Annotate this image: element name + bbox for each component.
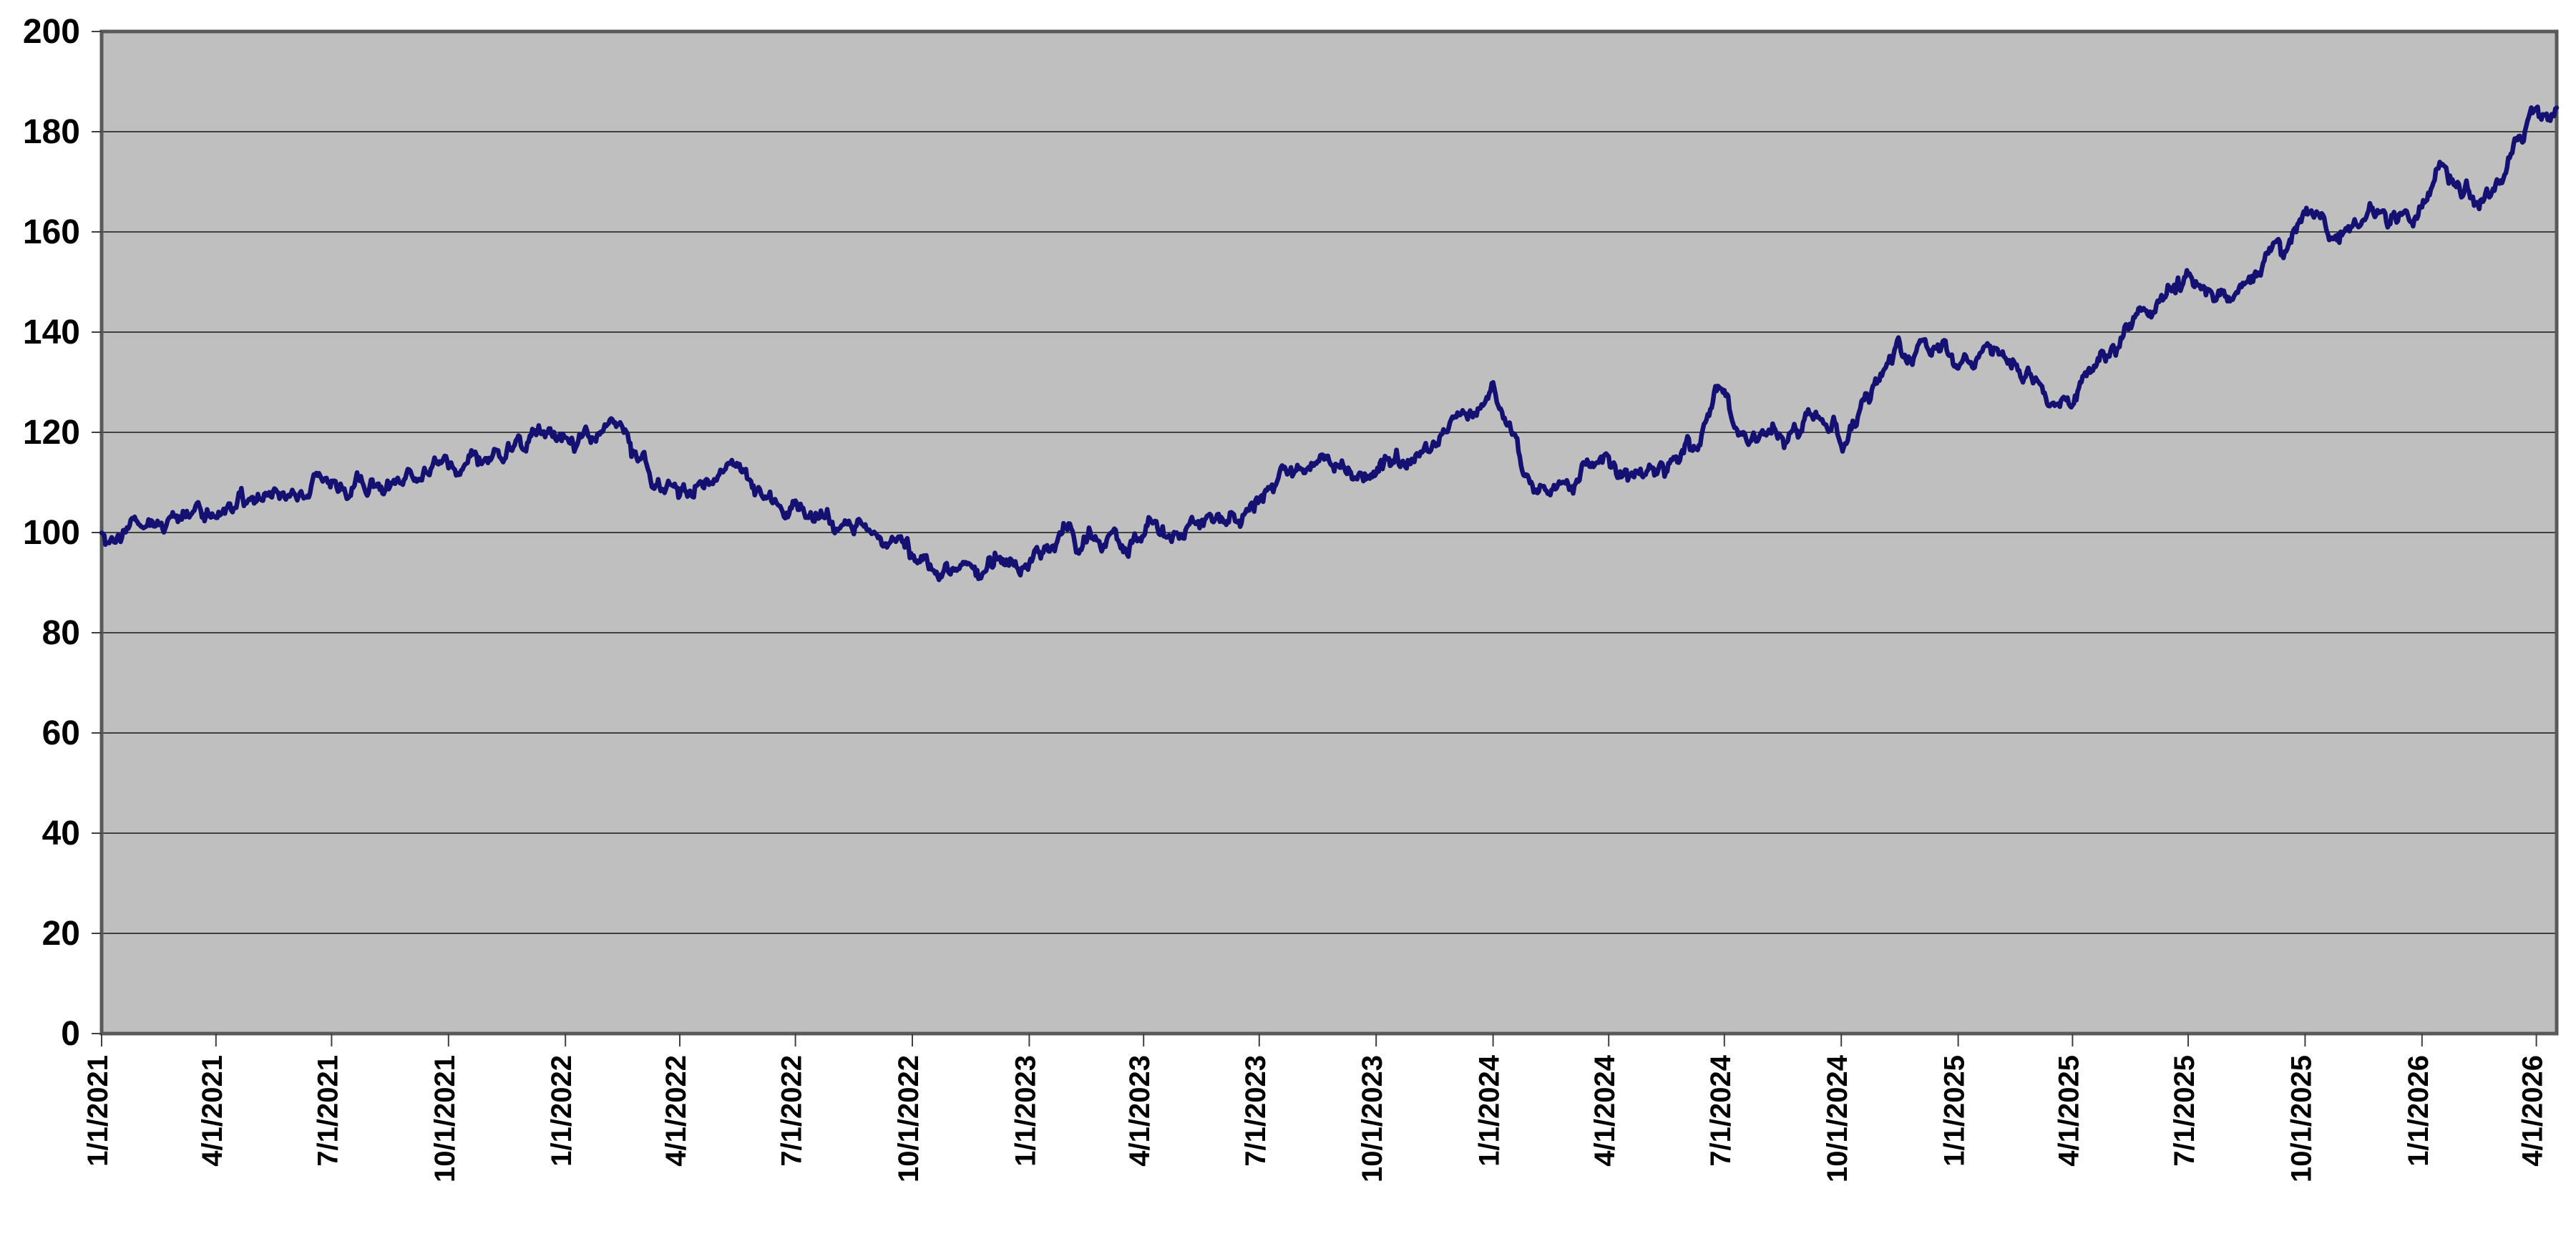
svg-text:40: 40 — [42, 815, 80, 852]
svg-text:20: 20 — [42, 915, 80, 953]
svg-text:1/1/2021: 1/1/2021 — [82, 1055, 114, 1167]
svg-text:80: 80 — [42, 614, 80, 652]
svg-text:4/1/2025: 4/1/2025 — [2053, 1055, 2084, 1167]
svg-text:160: 160 — [23, 213, 80, 251]
svg-text:7/1/2024: 7/1/2024 — [1705, 1054, 1737, 1166]
svg-text:4/1/2022: 4/1/2022 — [660, 1055, 692, 1167]
svg-text:120: 120 — [23, 414, 80, 452]
svg-text:7/1/2021: 7/1/2021 — [312, 1055, 343, 1167]
svg-text:10/1/2023: 10/1/2023 — [1357, 1055, 1388, 1182]
svg-text:4/1/2023: 4/1/2023 — [1124, 1055, 1156, 1167]
svg-text:100: 100 — [23, 514, 80, 552]
svg-text:200: 200 — [23, 13, 80, 51]
svg-text:4/1/2026: 4/1/2026 — [2517, 1055, 2549, 1167]
svg-text:1/1/2026: 1/1/2026 — [2403, 1055, 2434, 1167]
svg-text:10/1/2021: 10/1/2021 — [429, 1055, 461, 1182]
svg-text:140: 140 — [23, 314, 80, 351]
svg-text:1/1/2022: 1/1/2022 — [546, 1055, 577, 1167]
svg-text:7/1/2022: 7/1/2022 — [776, 1055, 808, 1167]
svg-text:10/1/2022: 10/1/2022 — [893, 1055, 924, 1182]
svg-text:1/1/2023: 1/1/2023 — [1010, 1055, 1041, 1167]
svg-text:7/1/2023: 7/1/2023 — [1240, 1055, 1272, 1167]
svg-text:7/1/2025: 7/1/2025 — [2169, 1055, 2200, 1167]
svg-text:0: 0 — [61, 1015, 80, 1053]
svg-text:1/1/2024: 1/1/2024 — [1474, 1054, 1506, 1166]
svg-text:4/1/2024: 4/1/2024 — [1589, 1054, 1621, 1166]
svg-text:10/1/2024: 10/1/2024 — [1822, 1054, 1853, 1182]
svg-text:180: 180 — [23, 113, 80, 151]
svg-text:10/1/2025: 10/1/2025 — [2285, 1055, 2317, 1182]
svg-text:1/1/2025: 1/1/2025 — [1939, 1055, 1971, 1167]
svg-text:60: 60 — [42, 714, 80, 752]
svg-text:4/1/2021: 4/1/2021 — [197, 1055, 228, 1167]
